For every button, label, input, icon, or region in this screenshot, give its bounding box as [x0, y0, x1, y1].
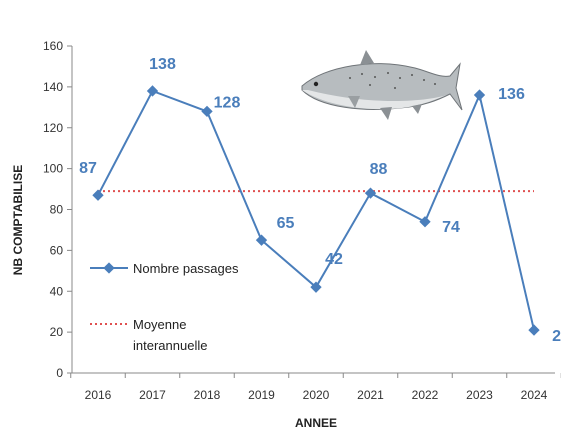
- data-point-marker: [310, 281, 322, 293]
- legend-series-label: Nombre passages: [133, 261, 239, 276]
- y-axis: 0 20 40 60 80 100 120 140 160: [43, 39, 73, 380]
- x-axis-title: ANNEE: [295, 416, 337, 430]
- y-axis-title: NB COMPTABILISE: [11, 165, 25, 275]
- data-point-marker: [364, 187, 377, 199]
- data-labels: 87 138 128 65 42 88 74 136 21: [79, 56, 561, 345]
- data-label: 128: [214, 94, 241, 111]
- legend-mean-label-line2: interannuelle: [133, 338, 207, 353]
- x-tick-label: 2022: [412, 388, 439, 402]
- x-tick-label: 2019: [248, 388, 275, 402]
- data-label: 138: [149, 56, 176, 73]
- data-label: 21: [552, 328, 561, 345]
- salmon-fish-icon: [301, 50, 463, 120]
- data-point-marker: [419, 216, 431, 228]
- data-label: 136: [498, 86, 525, 103]
- x-tick-label: 2018: [194, 388, 221, 402]
- y-tick-label: 80: [50, 203, 64, 217]
- y-tick-label: 160: [43, 39, 63, 53]
- y-tick-label: 60: [50, 243, 64, 257]
- data-point-marker: [201, 105, 213, 118]
- data-point-marker: [146, 85, 159, 97]
- y-tick-label: 140: [43, 80, 63, 94]
- data-point-marker: [92, 189, 104, 201]
- x-tick-label: 2020: [303, 388, 330, 402]
- y-tick-label: 100: [43, 162, 63, 176]
- x-tick-label: 2016: [85, 388, 112, 402]
- x-tick-label: 2024: [521, 388, 548, 402]
- x-tick-label: 2021: [357, 388, 384, 402]
- x-tick-label: 2023: [466, 388, 493, 402]
- data-label: 42: [325, 251, 343, 268]
- y-tick-label: 0: [56, 366, 63, 380]
- y-tick-label: 20: [50, 325, 64, 339]
- data-point-marker: [473, 89, 486, 101]
- data-point-marker: [528, 324, 540, 336]
- legend-mean-label-line1: Moyenne: [133, 317, 186, 332]
- series-line: [97, 89, 535, 331]
- x-axis: 2016 2017 2018 2019 2020 2021 2022 2023 2024: [70, 372, 561, 402]
- legend-series-marker: [103, 262, 115, 274]
- data-label: 74: [442, 219, 460, 236]
- series-markers: [92, 85, 540, 336]
- legend: Nombre passages Moyenne interannuelle: [90, 261, 239, 353]
- data-label: 88: [370, 161, 388, 178]
- data-label: 87: [79, 160, 97, 177]
- data-label: 65: [277, 215, 295, 232]
- x-tick-label: 2017: [139, 388, 166, 402]
- y-tick-label: 120: [43, 121, 63, 135]
- data-point-marker: [255, 234, 268, 246]
- y-tick-label: 40: [50, 284, 64, 298]
